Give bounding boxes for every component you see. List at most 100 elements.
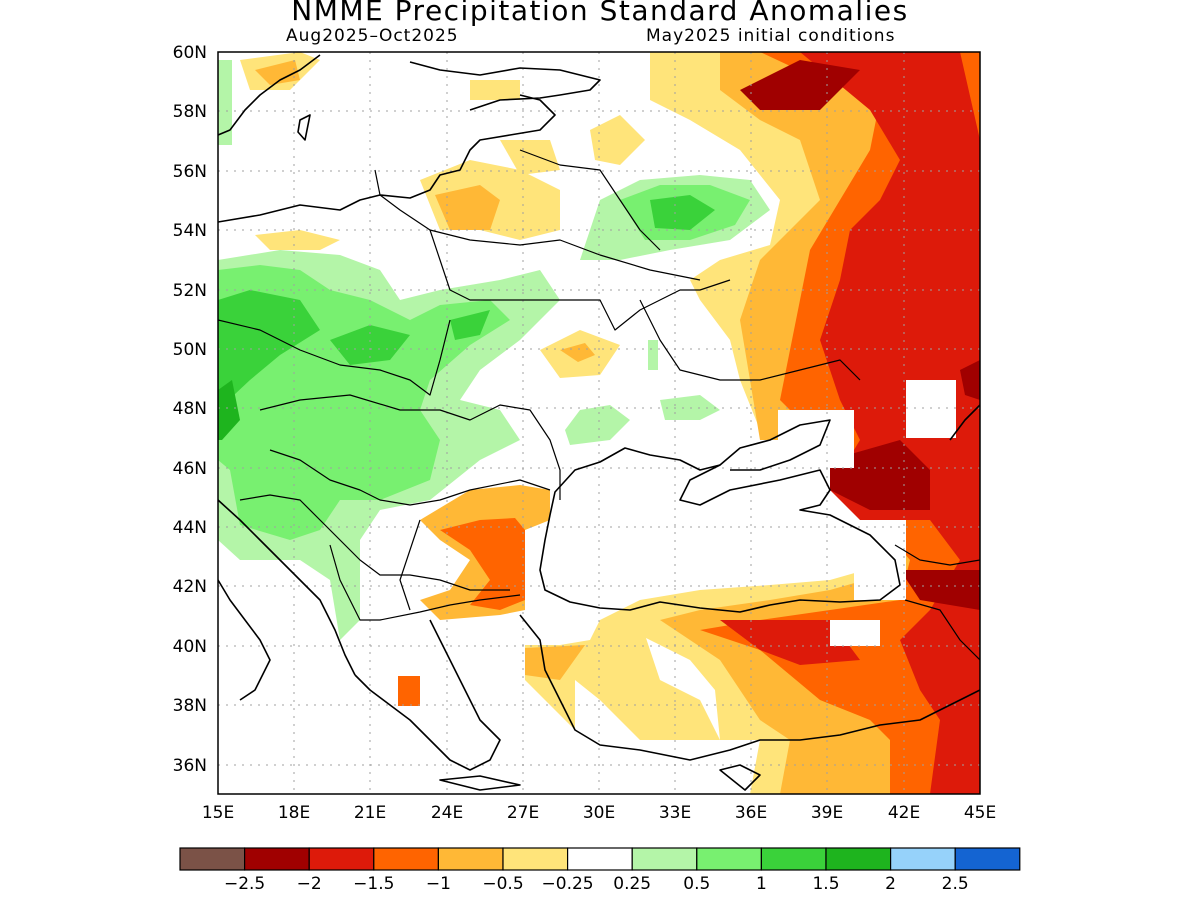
map-frame — [217, 51, 981, 795]
colorbar-swatch — [889, 847, 956, 871]
border-1 — [374, 169, 731, 331]
colorbar-label: −1.5 — [353, 874, 394, 894]
sea-of-azov-coast — [719, 419, 831, 471]
italy-coast — [218, 579, 271, 701]
colorbar-label: 2.5 — [942, 874, 969, 894]
gulf-of-finland-coast — [409, 61, 601, 111]
lat-label: 36N — [173, 756, 207, 776]
chart-title: NMME Precipitation Standard Anomalies — [291, 0, 909, 27]
border-12 — [904, 599, 980, 661]
caspian-coast — [949, 404, 980, 441]
lat-label: 48N — [173, 399, 207, 419]
wet-area-central-europe-5 — [450, 310, 490, 340]
colorbar-swatch — [179, 847, 246, 871]
lon-label: 39E — [811, 803, 843, 823]
greece-coast — [354, 619, 501, 771]
coastlines-borders — [218, 54, 980, 791]
lat-label: 58N — [173, 102, 207, 122]
colorbar-swatch — [696, 847, 762, 871]
lat-label: 46N — [173, 459, 207, 479]
dry-area-aegean-2 — [525, 645, 585, 680]
colorbar-label: −0.25 — [542, 874, 594, 894]
dry-core-1 — [830, 440, 930, 510]
colorbar — [179, 847, 1021, 871]
colorbar-swatch — [566, 847, 633, 871]
lon-label: 36E — [735, 803, 767, 823]
latitude-labels: 60N 58N 56N 54N 52N 50N 48N 46N 44N 42N … — [173, 43, 207, 776]
border-4 — [218, 319, 451, 396]
colorbar-label: −1 — [426, 874, 451, 894]
adriatic-coast — [218, 499, 356, 676]
lon-label: 27E — [507, 803, 539, 823]
lon-label: 21E — [354, 803, 386, 823]
crete-coast — [439, 775, 521, 791]
wet-area-scandinavia — [218, 60, 232, 145]
colorbar-swatch — [825, 847, 892, 871]
aegean-turkey-coast — [519, 614, 980, 761]
dry-area-north-1 — [470, 80, 520, 100]
dry-area-poland — [255, 230, 340, 250]
lat-label: 60N — [173, 43, 207, 63]
dry-cell-greece — [398, 676, 420, 706]
colorbar-swatch — [244, 847, 310, 871]
lat-label: 56N — [173, 162, 207, 182]
lat-label: 52N — [173, 281, 207, 301]
lon-label: 30E — [583, 803, 615, 823]
lon-label: 18E — [278, 803, 310, 823]
masked-cell-1 — [778, 410, 854, 468]
border-10 — [639, 299, 861, 381]
wet-area-central-europe-3 — [218, 290, 320, 410]
border-11 — [894, 544, 980, 566]
masked-cell-4 — [854, 520, 906, 600]
colorbar-label: −0.5 — [482, 874, 523, 894]
wet-core-alps — [218, 380, 240, 440]
border-2 — [429, 229, 701, 281]
border-3 — [519, 149, 661, 251]
colorbar-swatch — [631, 847, 698, 871]
lat-label: 54N — [173, 221, 207, 241]
colorbar-swatch — [308, 847, 375, 871]
wet-area-ukraine-3 — [648, 340, 658, 370]
dry-area-baltic-2 — [435, 185, 500, 230]
lon-label: 15E — [202, 803, 234, 823]
dry-area-north-2 — [590, 115, 645, 165]
gotland-island — [297, 114, 311, 141]
border-8 — [329, 544, 521, 621]
colorbar-labels: −2.5 −2 −1.5 −1 −0.5 −0.25 0.25 0.5 1 1.… — [224, 874, 969, 894]
wet-area-russia-3 — [650, 195, 715, 230]
colorbar-swatch — [373, 847, 439, 871]
dry-core-4 — [960, 360, 980, 400]
wet-area-central-europe-4 — [330, 325, 410, 365]
colorbar-label: 2 — [885, 874, 896, 894]
border-9 — [399, 519, 421, 611]
colorbar-swatch — [760, 847, 827, 871]
colorbar-label: 0.25 — [613, 874, 651, 894]
dry-area-scandinavia-2 — [255, 60, 300, 85]
lat-label: 44N — [173, 518, 207, 538]
lon-label: 33E — [659, 803, 691, 823]
colorbar-label: 0.5 — [683, 874, 710, 894]
colorbar-swatch — [437, 847, 504, 871]
lat-label: 50N — [173, 340, 207, 360]
black-sea-coast — [539, 447, 901, 613]
dry-area-east-5 — [720, 620, 860, 665]
dry-core-2 — [900, 570, 980, 610]
dry-core-3 — [740, 60, 860, 110]
cyprus-coast — [719, 764, 761, 791]
dry-area-ukraine-2 — [560, 343, 595, 362]
baltic-coast — [218, 94, 556, 223]
sweden-coast — [218, 54, 321, 136]
lat-label: 38N — [173, 696, 207, 716]
border-5 — [259, 394, 561, 500]
dry-area-north-3 — [500, 140, 560, 175]
wet-area-ukraine-1 — [565, 405, 630, 445]
lon-label: 42E — [888, 803, 920, 823]
forecast-period: Aug2025–Oct2025 — [286, 26, 459, 46]
initial-conditions: May2025 initial conditions — [646, 26, 896, 46]
lon-label: 24E — [431, 803, 463, 823]
lat-label: 40N — [173, 637, 207, 657]
border-6 — [269, 449, 551, 506]
border-7 — [239, 494, 510, 591]
colorbar-label: −2 — [297, 874, 322, 894]
